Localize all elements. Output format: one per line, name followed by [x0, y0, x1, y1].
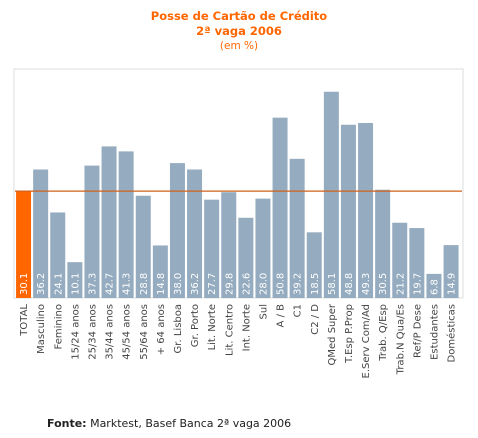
- value-label-18: 58.1: [327, 273, 338, 295]
- value-label-16: 39.2: [293, 273, 304, 295]
- category-label-18: QMed Super: [327, 303, 338, 365]
- bar-19: [340, 124, 356, 298]
- footer-source-label: Fonte:: [47, 417, 87, 430]
- category-label-23: Ref/P Dese: [412, 304, 423, 358]
- category-label-25: Domésticas: [446, 304, 458, 362]
- category-label-8: + 64 anos: [156, 304, 167, 355]
- category-label-14: Sul: [258, 304, 269, 319]
- bars-layer: [16, 91, 459, 299]
- category-label-1: Masculino: [36, 304, 47, 354]
- value-label-13: 22.6: [241, 273, 252, 295]
- value-label-14: 28.0: [258, 273, 269, 295]
- value-label-0: 30.1: [19, 273, 30, 295]
- bar-1: [33, 169, 49, 298]
- value-label-19: 48.8: [344, 273, 355, 295]
- bar-11: [204, 199, 220, 298]
- category-label-22: Trab.N Qua/Es: [395, 304, 406, 375]
- bar-12: [221, 192, 237, 298]
- value-label-11: 27.7: [207, 273, 218, 295]
- footer-source-text: Marktest, Basef Banca 2ª vaga 2006: [87, 417, 292, 430]
- value-label-17: 18.5: [310, 273, 321, 295]
- bar-6: [118, 151, 134, 298]
- value-label-25: 14.9: [447, 273, 458, 295]
- value-label-8: 14.8: [156, 273, 167, 295]
- bar-15: [272, 117, 288, 298]
- bar-23: [409, 228, 425, 298]
- bar-20: [358, 122, 374, 299]
- chart-units: (em %): [220, 40, 258, 52]
- category-label-17: C2 / D: [310, 304, 321, 335]
- category-label-4: 25/34 anos: [87, 304, 98, 360]
- value-labels-layer: 30.1 36.2 24.1 10.1 37.3 42.7 41.3 28.8 14.8 38.0…: [19, 273, 458, 295]
- bar-4: [84, 165, 100, 298]
- value-label-5: 42.7: [105, 273, 116, 295]
- category-label-19: T.Esp P.Prop: [344, 304, 355, 364]
- value-label-21: 30.5: [378, 273, 389, 295]
- bar-14: [255, 198, 271, 298]
- category-label-21: Trab. Q/Esp: [378, 304, 389, 362]
- value-label-7: 28.8: [139, 273, 150, 295]
- bar-7: [135, 195, 151, 298]
- value-label-12: 29.8: [224, 273, 235, 295]
- chart-subtitle: 2ª vaga 2006: [196, 24, 282, 38]
- bar-9: [169, 163, 185, 298]
- category-label-2: Feminino: [53, 304, 64, 349]
- category-label-11: Lit. Norte: [207, 304, 218, 350]
- bar-0: [16, 191, 32, 298]
- value-label-23: 19.7: [412, 273, 423, 295]
- value-label-10: 36.2: [190, 273, 201, 295]
- value-label-24: 6.8: [429, 279, 440, 295]
- bar-3: [67, 262, 83, 298]
- category-label-24: Estudantes: [429, 304, 440, 360]
- bar-21: [375, 189, 391, 298]
- category-label-0: TOTAL: [19, 304, 30, 337]
- value-label-2: 24.1: [53, 273, 64, 295]
- category-label-10: Gr. Porto: [190, 304, 201, 347]
- category-label-5: 35/44 anos: [105, 304, 116, 360]
- bar-25: [443, 245, 459, 298]
- bar-22: [392, 222, 408, 298]
- category-label-13: Int. Norte: [241, 304, 252, 351]
- category-label-20: E.Serv Com/Ad: [361, 304, 372, 378]
- value-label-20: 49.3: [361, 273, 372, 295]
- chart-title: Posse de Cartão de Crédito: [151, 9, 328, 23]
- bar-24: [426, 273, 442, 298]
- category-label-12: Lit. Centro: [224, 304, 235, 356]
- bar-8: [152, 245, 168, 298]
- bar-13: [238, 217, 254, 298]
- value-label-3: 10.1: [70, 273, 81, 295]
- footer-source: Fonte: Marktest, Basef Banca 2ª vaga 200…: [47, 417, 291, 430]
- bar-16: [289, 158, 305, 298]
- value-label-6: 41.3: [122, 273, 133, 295]
- bar-17: [306, 232, 322, 298]
- category-label-7: 55/64 anos: [139, 304, 150, 360]
- value-label-22: 21.2: [395, 273, 406, 295]
- category-label-16: C1: [293, 304, 304, 317]
- value-label-1: 36.2: [36, 273, 47, 295]
- bar-18: [323, 91, 339, 298]
- category-labels-layer: TOTAL Masculino Feminino 15/24 anos 25/34 an…: [19, 303, 458, 378]
- category-label-6: 45/54 anos: [122, 304, 133, 360]
- bar-10: [187, 169, 203, 298]
- value-label-4: 37.3: [87, 273, 98, 295]
- value-label-9: 38.0: [173, 273, 184, 295]
- category-label-9: Gr. Lisboa: [173, 304, 184, 353]
- category-label-15: A / B: [276, 304, 287, 328]
- bar-5: [101, 146, 117, 298]
- bar-2: [50, 212, 66, 298]
- category-label-3: 15/24 anos: [70, 304, 81, 360]
- value-label-15: 50.8: [276, 273, 287, 295]
